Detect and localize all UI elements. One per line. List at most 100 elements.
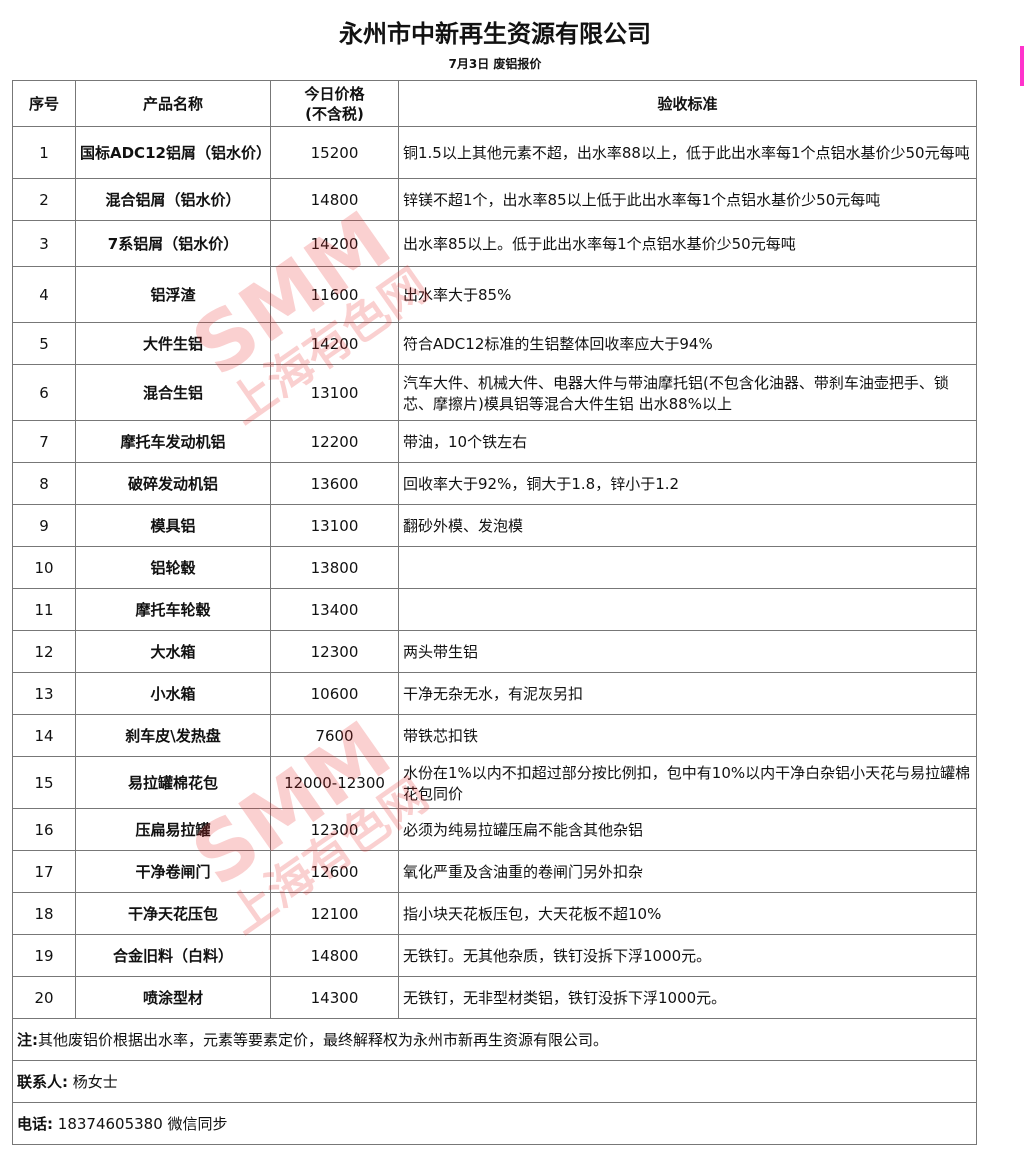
row-no: 19: [12, 934, 76, 977]
row-name: 喷涂型材: [75, 976, 271, 1019]
row-no: 9: [12, 504, 76, 547]
row-no: 4: [12, 266, 76, 323]
table-row: 14 刹车皮\发热盘 7600 带铁芯扣铁: [12, 714, 977, 757]
row-no: 14: [12, 714, 76, 757]
note-row: 注:其他废铝价根据出水率，元素等要素定价，最终解释权为永州市新再生资源有限公司。: [12, 1018, 977, 1061]
row-standard: 出水率85以上。低于此出水率每1个点铝水基价少50元每吨: [398, 220, 977, 267]
price-table: 序号 产品名称 今日价格 (不含税) 验收标准 1 国标ADC12铝屑（铝水价） 1…: [12, 80, 977, 1145]
table-row: 16 压扁易拉罐 12300 必须为纯易拉罐压扁不能含其他杂铝: [12, 808, 977, 851]
page-subtitle: 7月3日 废铝报价: [448, 57, 542, 71]
row-price: 14300: [270, 976, 399, 1019]
row-standard: 无铁钉。无其他杂质，铁钉没拆下浮1000元。: [398, 934, 977, 977]
row-price: 12300: [270, 630, 399, 673]
row-name: 干净天花压包: [75, 892, 271, 935]
row-no: 7: [12, 420, 76, 463]
row-standard: 铜1.5以上其他元素不超，出水率88以上，低于此出水率每1个点铝水基价少50元每…: [398, 126, 977, 179]
row-standard: 指小块天花板压包，大天花板不超10%: [398, 892, 977, 935]
table-row: 12 大水箱 12300 两头带生铝: [12, 630, 977, 673]
table-row: 9 模具铝 13100 翻砂外模、发泡模: [12, 504, 977, 547]
table-row: 4 铝浮渣 11600 出水率大于85%: [12, 266, 977, 323]
row-price: 14800: [270, 934, 399, 977]
row-name: 混合生铝: [75, 364, 271, 421]
row-price: 14200: [270, 322, 399, 365]
row-no: 12: [12, 630, 76, 673]
header-price: 今日价格 (不含税): [270, 80, 399, 127]
table-row: 15 易拉罐棉花包 12000-12300 水份在1%以内不扣超过部分按比例扣，包中有…: [12, 756, 977, 809]
row-standard: 回收率大于92%，铜大于1.8，锌小于1.2: [398, 462, 977, 505]
contact-label: 联系人:: [17, 1073, 68, 1091]
row-name: 易拉罐棉花包: [75, 756, 271, 809]
table-row: 18 干净天花压包 12100 指小块天花板压包，大天花板不超10%: [12, 892, 977, 935]
page-title: 永州市中新再生资源有限公司: [339, 20, 651, 48]
table-row: 13 小水箱 10600 干净无杂无水，有泥灰另扣: [12, 672, 977, 715]
table-row: 1 国标ADC12铝屑（铝水价） 15200 铜1.5以上其他元素不超，出水率88以上…: [12, 126, 977, 179]
row-standard: 必须为纯易拉罐压扁不能含其他杂铝: [398, 808, 977, 851]
row-standard: 出水率大于85%: [398, 266, 977, 323]
note-label: 注:: [17, 1031, 38, 1049]
row-price: 13100: [270, 364, 399, 421]
table-row: 19 合金旧料（白料） 14800 无铁钉。无其他杂质，铁钉没拆下浮1000元。: [12, 934, 977, 977]
header-name: 产品名称: [75, 80, 271, 127]
table-row: 8 破碎发动机铝 13600 回收率大于92%，铜大于1.8，锌小于1.2: [12, 462, 977, 505]
row-standard: 氧化严重及含油重的卷闸门另外扣杂: [398, 850, 977, 893]
table-row: 10 铝轮毂 13800: [12, 546, 977, 589]
row-price: 12000-12300: [270, 756, 399, 809]
edge-marker: [1020, 46, 1024, 86]
table-row: 2 混合铝屑（铝水价） 14800 锌镁不超1个，出水率85以上低于此出水率每1个点铝…: [12, 178, 977, 221]
contact-row: 联系人: 杨女士: [12, 1060, 977, 1103]
row-name: 模具铝: [75, 504, 271, 547]
row-no: 6: [12, 364, 76, 421]
row-standard: 翻砂外模、发泡模: [398, 504, 977, 547]
row-name: 7系铝屑（铝水价）: [75, 220, 271, 267]
row-price: 12100: [270, 892, 399, 935]
row-price: 7600: [270, 714, 399, 757]
row-standard: 带油，10个铁左右: [398, 420, 977, 463]
row-standard: 两头带生铝: [398, 630, 977, 673]
table-row: 20 喷涂型材 14300 无铁钉，无非型材类铝，铁钉没拆下浮1000元。: [12, 976, 977, 1019]
row-name: 小水箱: [75, 672, 271, 715]
header-no: 序号: [12, 80, 76, 127]
row-name: 大水箱: [75, 630, 271, 673]
row-no: 2: [12, 178, 76, 221]
row-no: 17: [12, 850, 76, 893]
row-name: 合金旧料（白料）: [75, 934, 271, 977]
row-standard: 汽车大件、机械大件、电器大件与带油摩托铝(不包含化油器、带刹车油壶把手、锁芯、摩…: [398, 364, 977, 421]
row-price: 13400: [270, 588, 399, 631]
row-price: 15200: [270, 126, 399, 179]
row-no: 10: [12, 546, 76, 589]
row-no: 5: [12, 322, 76, 365]
row-no: 8: [12, 462, 76, 505]
row-standard: 水份在1%以内不扣超过部分按比例扣，包中有10%以内干净白杂铝小天花与易拉罐棉花…: [398, 756, 977, 809]
row-standard: [398, 588, 977, 631]
row-name: 压扁易拉罐: [75, 808, 271, 851]
row-price: 14200: [270, 220, 399, 267]
row-name: 破碎发动机铝: [75, 462, 271, 505]
row-price: 11600: [270, 266, 399, 323]
row-standard: 干净无杂无水，有泥灰另扣: [398, 672, 977, 715]
row-no: 16: [12, 808, 76, 851]
row-name: 铝浮渣: [75, 266, 271, 323]
contact-text: 杨女士: [72, 1073, 118, 1091]
row-no: 3: [12, 220, 76, 267]
row-price: 14800: [270, 178, 399, 221]
note-text: 其他废铝价根据出水率，元素等要素定价，最终解释权为永州市新再生资源有限公司。: [38, 1031, 609, 1049]
row-name: 干净卷闸门: [75, 850, 271, 893]
row-price: 12200: [270, 420, 399, 463]
row-price: 12600: [270, 850, 399, 893]
row-price: 12300: [270, 808, 399, 851]
row-name: 混合铝屑（铝水价）: [75, 178, 271, 221]
row-price: 13800: [270, 546, 399, 589]
row-name: 铝轮毂: [75, 546, 271, 589]
row-no: 11: [12, 588, 76, 631]
table-header: 序号 产品名称 今日价格 (不含税) 验收标准: [12, 80, 977, 127]
phone-row: 电话: 18374605380 微信同步: [12, 1102, 977, 1145]
row-standard: 带铁芯扣铁: [398, 714, 977, 757]
row-no: 13: [12, 672, 76, 715]
phone-text: 18374605380 微信同步: [57, 1115, 228, 1133]
row-price: 10600: [270, 672, 399, 715]
table-row: 7 摩托车发动机铝 12200 带油，10个铁左右: [12, 420, 977, 463]
row-price: 13100: [270, 504, 399, 547]
row-price: 13600: [270, 462, 399, 505]
header-standard: 验收标准: [398, 80, 977, 127]
row-name: 摩托车发动机铝: [75, 420, 271, 463]
